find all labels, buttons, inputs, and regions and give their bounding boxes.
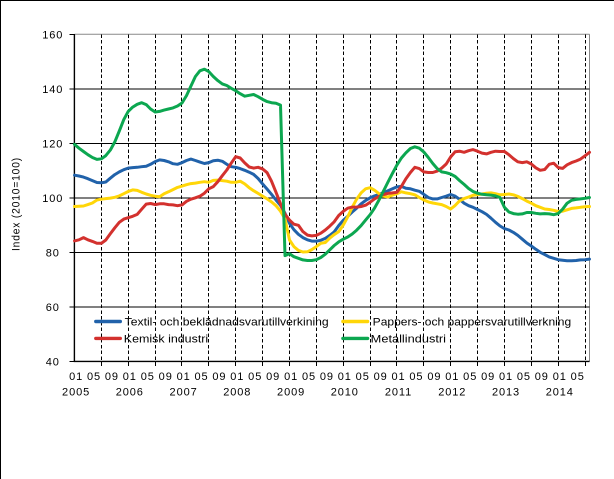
svg-text:2013: 2013 (492, 386, 520, 398)
svg-text:Pappers- och pappersvarutillve: Pappers- och pappersvarutillverkning (373, 316, 572, 328)
svg-text:Kemisk industri: Kemisk industri (124, 333, 208, 345)
svg-text:140: 140 (42, 84, 63, 96)
svg-text:09: 09 (535, 371, 549, 383)
svg-text:01: 01 (230, 371, 244, 383)
svg-text:09: 09 (266, 371, 280, 383)
svg-text:05: 05 (302, 371, 316, 383)
svg-text:09: 09 (320, 371, 334, 383)
svg-text:05: 05 (356, 371, 370, 383)
svg-text:80: 80 (46, 247, 60, 259)
svg-text:05: 05 (463, 371, 477, 383)
svg-text:2012: 2012 (438, 386, 466, 398)
svg-text:05: 05 (517, 371, 531, 383)
svg-text:05: 05 (87, 371, 101, 383)
svg-text:05: 05 (409, 371, 423, 383)
svg-text:40: 40 (46, 356, 60, 368)
svg-text:09: 09 (105, 371, 119, 383)
svg-text:01: 01 (445, 371, 459, 383)
svg-text:2008: 2008 (223, 386, 251, 398)
svg-text:01: 01 (284, 371, 298, 383)
svg-text:160: 160 (42, 29, 63, 41)
svg-text:2005: 2005 (62, 386, 90, 398)
svg-text:01: 01 (177, 371, 191, 383)
svg-text:2009: 2009 (277, 386, 305, 398)
svg-text:2006: 2006 (116, 386, 144, 398)
svg-text:09: 09 (481, 371, 495, 383)
svg-text:2011: 2011 (385, 386, 412, 398)
svg-text:01: 01 (338, 371, 352, 383)
svg-text:2014: 2014 (546, 386, 574, 398)
svg-text:120: 120 (42, 138, 63, 150)
svg-text:05: 05 (141, 371, 155, 383)
svg-text:01: 01 (553, 371, 567, 383)
svg-text:01: 01 (123, 371, 137, 383)
svg-text:Index (2010=100): Index (2010=100) (11, 157, 23, 251)
svg-text:60: 60 (46, 302, 60, 314)
svg-text:09: 09 (159, 371, 173, 383)
svg-text:05: 05 (571, 371, 585, 383)
svg-text:05: 05 (194, 371, 208, 383)
svg-text:Textil- och beklädnadsvarutill: Textil- och beklädnadsvarutillverkining (125, 316, 329, 328)
svg-text:05: 05 (248, 371, 262, 383)
svg-text:09: 09 (374, 371, 388, 383)
svg-text:09: 09 (427, 371, 441, 383)
svg-text:Metallindustri: Metallindustri (371, 333, 446, 345)
svg-text:01: 01 (69, 371, 83, 383)
svg-text:2010: 2010 (331, 386, 359, 398)
svg-text:09: 09 (212, 371, 226, 383)
svg-text:01: 01 (391, 371, 405, 383)
svg-text:01: 01 (499, 371, 513, 383)
svg-text:2007: 2007 (170, 386, 198, 398)
svg-text:100: 100 (42, 193, 63, 205)
